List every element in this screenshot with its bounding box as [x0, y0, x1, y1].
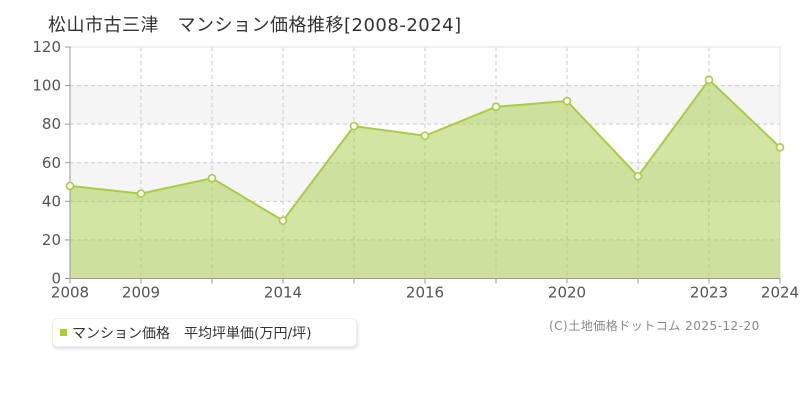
y-tick-label: 120: [32, 38, 61, 56]
data-point-marker: [207, 173, 217, 183]
x-tick-label: 2014: [264, 284, 302, 302]
y-tick-label: 20: [42, 231, 61, 249]
page-title: 松山市古三津 マンション価格推移[2008-2024]: [48, 15, 462, 36]
x-tick-label: 2008: [51, 284, 89, 302]
y-tick-label: 80: [42, 115, 61, 133]
x-tick-label: 2023: [690, 284, 728, 302]
x-tick-label: 2020: [548, 284, 586, 302]
data-point-marker: [278, 216, 288, 225]
series-area: [70, 79, 780, 279]
x-tick-label: 2016: [406, 284, 444, 302]
x-tick-label: 2024: [761, 284, 799, 302]
y-tick-label: 60: [42, 154, 61, 172]
legend: マンション価格 平均坪単価(万円/坪): [52, 318, 357, 347]
series-marker-icon: [60, 329, 67, 336]
y-tick-label: 40: [42, 192, 61, 210]
copyright-text: (C)土地価格ドットコム 2025-12-20: [549, 319, 760, 333]
series-label: マンション価格 平均坪単価(万円/坪): [72, 325, 312, 342]
y-tick-label: 0: [51, 270, 61, 288]
data-point-marker: [65, 181, 75, 191]
data-point-marker: [491, 102, 501, 112]
y-tick-label: 100: [32, 77, 61, 95]
data-point-marker: [136, 189, 146, 198]
x-tick-label: 2009: [122, 284, 160, 302]
data-point-marker: [562, 96, 572, 106]
price-trend-chart: 0 20 40 60 80 100 120 2008 2009 2014 2016 2020 2023 2…: [32, 38, 799, 302]
data-point-marker: [704, 75, 714, 85]
data-point-marker: [349, 121, 359, 131]
data-point-marker: [633, 171, 643, 181]
data-point-marker: [420, 131, 430, 141]
data-point-marker: [775, 143, 785, 152]
